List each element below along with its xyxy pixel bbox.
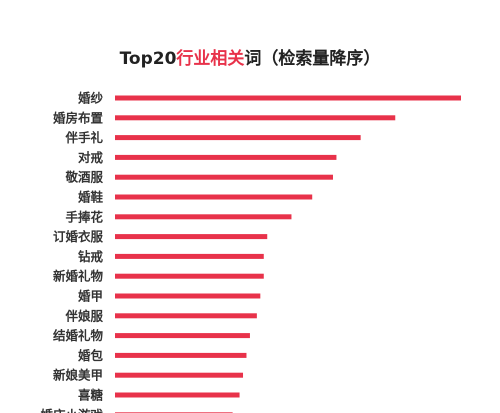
bar-11 — [115, 313, 257, 319]
category-label-10: 婚甲 — [77, 289, 103, 304]
category-label-16: 婚庆小游戏 — [39, 407, 103, 413]
bar-7 — [115, 234, 268, 240]
bar-6 — [115, 214, 292, 220]
title-suffix: 词（检索量降序） — [244, 49, 381, 69]
category-label-4: 敬酒服 — [64, 170, 103, 185]
bar-10 — [115, 293, 261, 299]
category-label-14: 新娘美甲 — [53, 368, 103, 383]
category-label-6: 手捧花 — [65, 209, 103, 224]
bar-12 — [115, 333, 250, 339]
chart-title: Top20行业相关词（检索量降序） — [0, 44, 500, 69]
bar-0 — [115, 95, 461, 101]
category-label-5: 婚鞋 — [77, 190, 104, 205]
category-label-7: 订婚衣服 — [53, 229, 104, 244]
category-label-15: 喜糖 — [78, 388, 104, 403]
bar-15 — [115, 392, 240, 398]
category-label-13: 婚包 — [77, 348, 104, 363]
category-label-9: 新婚礼物 — [53, 269, 104, 284]
category-label-11: 伴娘服 — [64, 308, 103, 323]
category-label-0: 婚纱 — [77, 91, 104, 106]
bar-13 — [115, 352, 247, 358]
bar-8 — [115, 253, 264, 259]
category-label-3: 对戒 — [78, 150, 104, 165]
bar-2 — [115, 135, 361, 141]
category-label-1: 婚房布置 — [52, 110, 104, 125]
category-label-2: 伴手礼 — [64, 130, 103, 145]
title-prefix: Top20 — [119, 49, 177, 69]
category-label-8: 钻戒 — [78, 249, 104, 264]
bar-5 — [115, 194, 313, 200]
bar-9 — [115, 273, 264, 279]
bar-4 — [115, 174, 333, 180]
bar-1 — [115, 115, 396, 121]
bar-3 — [115, 154, 337, 160]
category-label-12: 结婚礼物 — [53, 328, 104, 343]
bar-14 — [115, 372, 244, 378]
title-highlight: 行业相关 — [176, 49, 245, 69]
